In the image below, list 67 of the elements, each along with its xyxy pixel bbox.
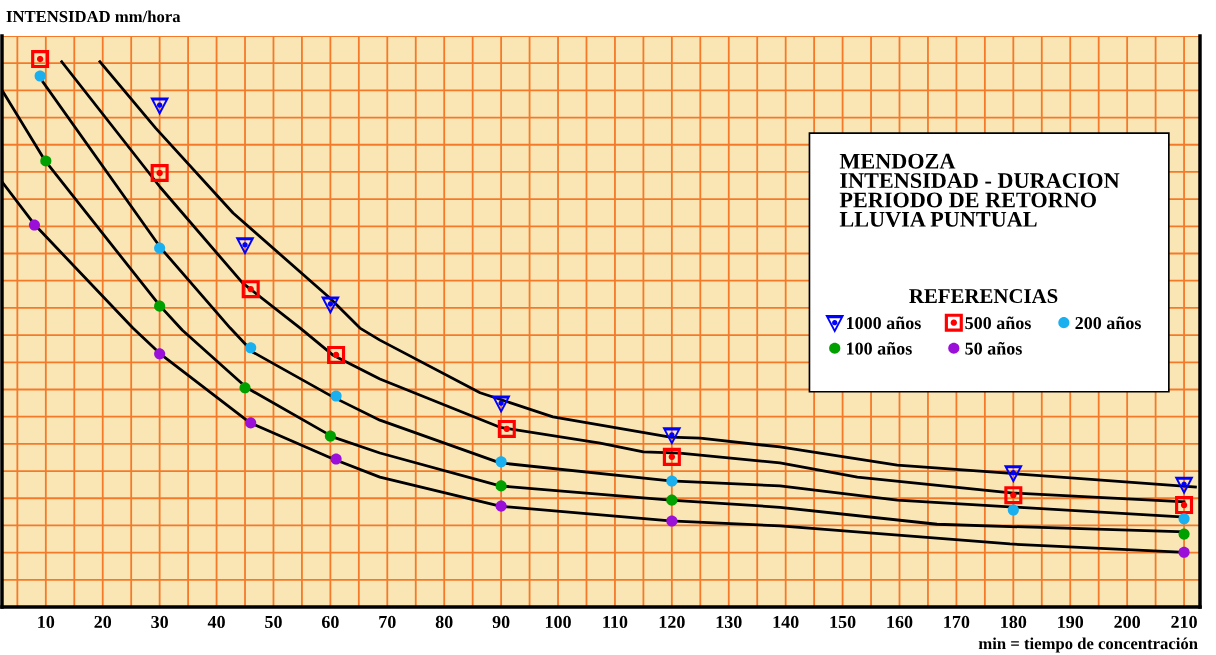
point <box>1007 504 1019 516</box>
x-tick-label: 180 <box>1001 615 1027 629</box>
legend-title: REFERENCIAS <box>909 289 1058 304</box>
point <box>491 395 511 414</box>
x-tick-label: 70 <box>379 615 396 629</box>
point <box>150 163 169 183</box>
point <box>320 296 340 315</box>
point <box>662 427 682 446</box>
legend-label: 100 años <box>847 341 912 355</box>
x-tick-label: 80 <box>435 615 453 629</box>
legend-label: 500 años <box>965 316 1031 330</box>
point <box>239 382 251 394</box>
point <box>495 500 507 512</box>
x-tick-label: 170 <box>944 615 970 629</box>
x-tick-label: 150 <box>830 615 856 629</box>
point <box>40 155 52 167</box>
x-tick-label: 90 <box>492 615 510 629</box>
point <box>241 280 260 299</box>
point <box>330 390 342 402</box>
point <box>34 70 46 82</box>
point <box>330 453 342 465</box>
y-axis-title: INTENSIDAD mm/hora <box>6 10 181 23</box>
x-tick-label: 20 <box>94 615 112 629</box>
x-tick-label: 190 <box>1058 615 1084 629</box>
point <box>495 456 507 468</box>
point <box>245 417 257 429</box>
x-tick-label: 60 <box>321 615 339 629</box>
point <box>1175 496 1194 515</box>
point <box>245 342 257 354</box>
legend-label: 1000 años <box>847 316 921 330</box>
legend-label: 50 años <box>965 341 1022 355</box>
x-tick-label: 30 <box>151 615 168 629</box>
point <box>324 430 336 442</box>
point <box>1003 465 1023 484</box>
point <box>1178 546 1190 558</box>
point <box>1178 528 1190 540</box>
point <box>154 242 166 254</box>
x-tick-label: 100 <box>545 615 571 629</box>
point <box>154 300 166 312</box>
point <box>495 480 507 492</box>
x-tick-label: 130 <box>716 615 742 629</box>
x-tick-label: 10 <box>38 615 55 629</box>
x-tick-label: 160 <box>887 615 913 629</box>
point <box>154 348 166 360</box>
point <box>662 447 681 466</box>
x-tick-label: 210 <box>1171 615 1197 629</box>
x-axis-title: min = tiempo de concentración <box>978 637 1198 653</box>
point <box>1004 486 1023 505</box>
point <box>150 97 170 116</box>
point <box>31 49 50 69</box>
point <box>666 494 678 506</box>
x-tick-label: 140 <box>773 615 799 629</box>
x-tick-label: 120 <box>659 615 685 629</box>
point <box>1178 513 1190 525</box>
legend-label: 200 años <box>1075 316 1141 330</box>
point <box>28 219 40 231</box>
x-tick-label: 40 <box>207 615 225 629</box>
point <box>666 515 678 527</box>
point <box>497 419 516 438</box>
x-tick-label: 50 <box>265 615 282 629</box>
point <box>235 237 255 256</box>
x-tick-label: 200 <box>1114 615 1141 629</box>
point <box>666 475 678 487</box>
x-tick-label: 110 <box>603 615 628 629</box>
point <box>1174 476 1194 495</box>
point <box>327 345 346 364</box>
text: MENDOZA INTENSIDAD - DURACION PERIODO DE RETORNO LLUVIA PUNTUAL <box>839 153 1120 227</box>
